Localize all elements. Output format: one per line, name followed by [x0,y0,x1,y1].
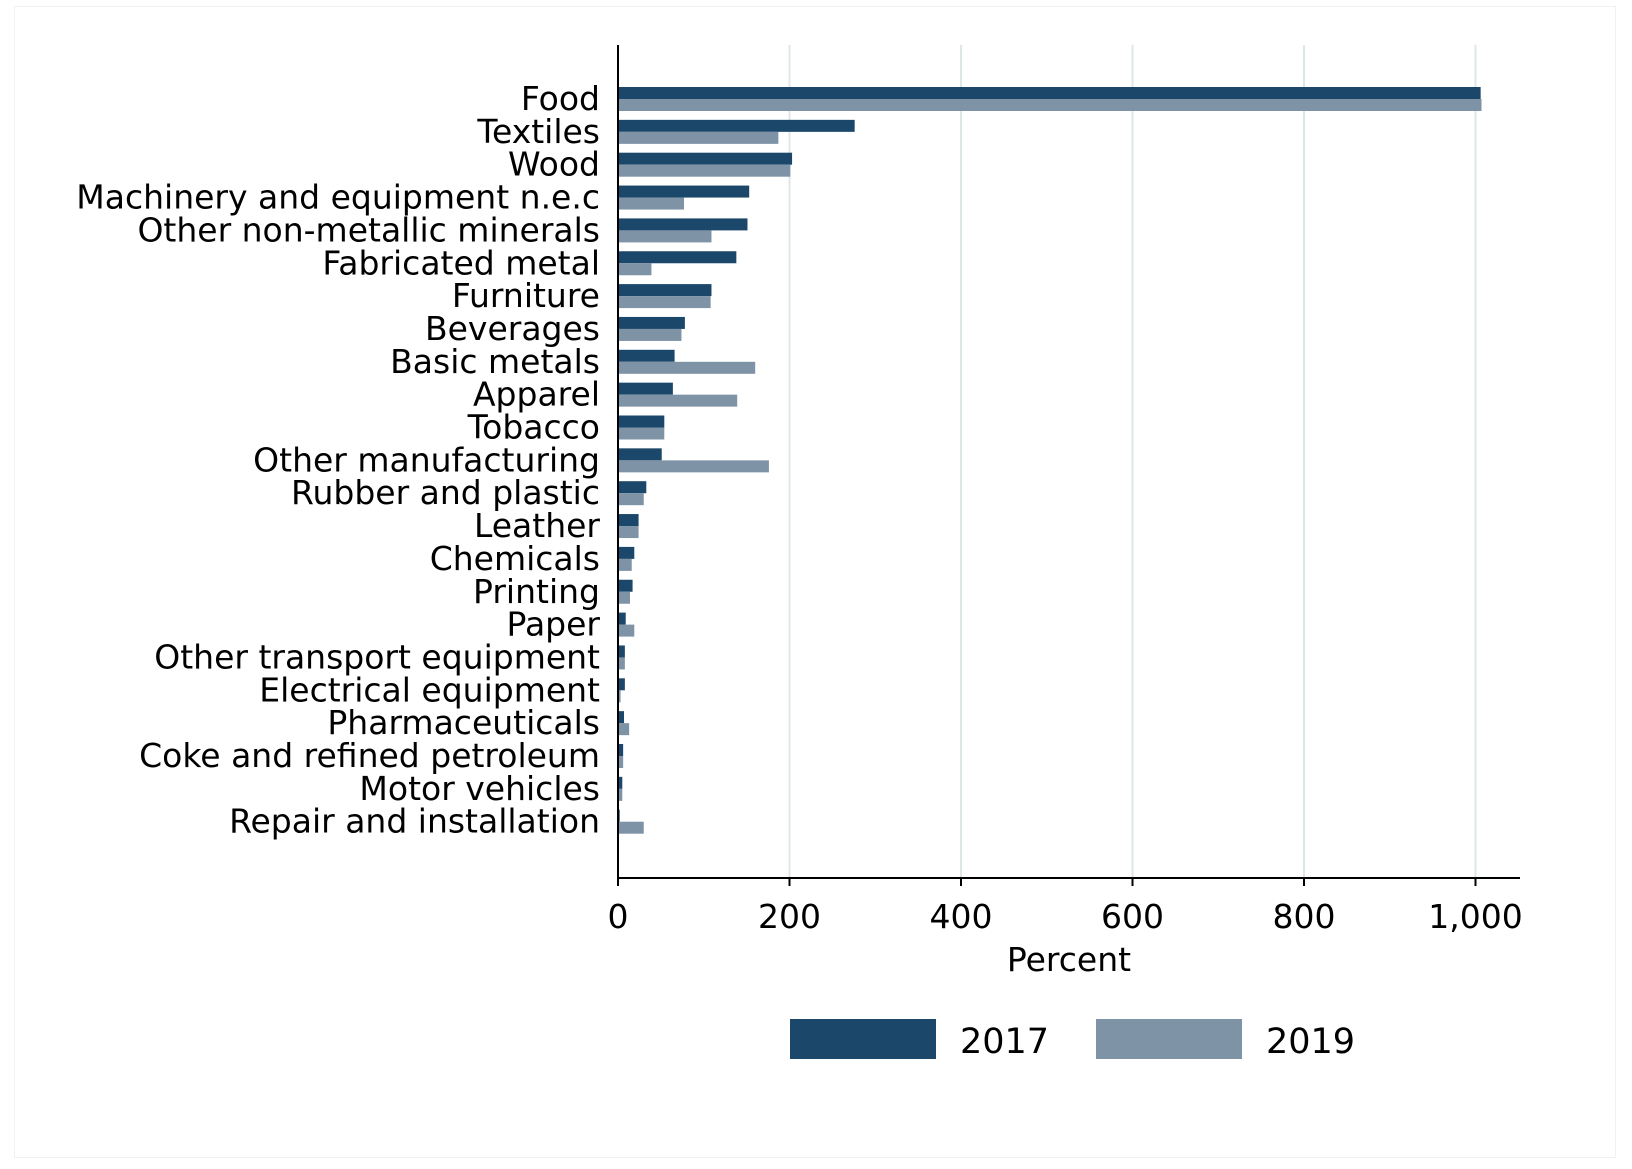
category-label: Motor vehicles [359,769,600,808]
category-label: Basic metals [390,342,600,381]
chart-frame: Food Textiles Wood Machinery and equipment … [14,6,1616,1158]
legend-label-2019: 2019 [1266,1022,1355,1062]
category-label: Beverages [425,309,600,348]
bar-2017 [618,776,623,789]
bar-2019 [618,164,791,177]
category-label: Food [521,79,600,118]
bar-2017 [618,119,855,132]
bar-2017 [618,251,737,264]
bar-2017 [618,678,625,691]
category-label: Other transport equipment [154,637,600,676]
legend-label-2017: 2017 [960,1022,1049,1062]
bar-2019 [618,690,621,703]
bar-2019 [618,197,685,210]
legend-swatch-2017 [790,1019,936,1059]
bar-2019 [618,526,639,539]
bar-2017 [618,481,647,494]
bar-2019 [618,263,652,276]
category-label: Electrical equipment [259,670,600,709]
x-axis-title: Percent [1007,940,1131,979]
bar-2019 [618,99,1482,111]
bar-2019 [618,756,624,768]
legend: 2017 2019 [790,1019,1355,1062]
x-tick-label: 400 [930,897,993,936]
bar-2019 [618,723,630,736]
bar-2019 [618,624,635,637]
bar-2019 [618,493,644,506]
bar-2019 [618,296,711,309]
bar-2017 [618,218,748,231]
x-tick-label: 1,000 [1428,897,1522,936]
bar-2017 [618,744,624,756]
category-label: Other manufacturing [253,440,600,479]
category-label: Tobacco [467,408,600,447]
bar-2017 [618,87,1481,99]
x-tick-label: 800 [1273,897,1336,936]
category-label: Coke and refined petroleum [139,736,600,775]
x-tick-label: 200 [758,897,821,936]
bar-2017 [618,612,626,625]
bar-2017 [618,579,633,592]
category-label: Furniture [452,276,600,315]
bar-2019 [618,328,682,341]
bar-2017 [618,316,685,329]
bar-2019 [618,427,665,440]
bar-2019 [618,361,756,374]
category-label: Fabricated metal [322,243,600,282]
category-label: Rubber and plastic [291,473,600,512]
bar-2017 [618,448,662,461]
bar-2017 [618,514,639,527]
bar-2017 [618,349,675,362]
bar-2017 [618,284,712,297]
bar-2017 [618,546,635,559]
bar-2019 [618,394,738,407]
bar-2017 [618,382,673,395]
category-label: Paper [507,605,601,644]
bar-2019 [618,230,712,243]
bar-2019 [618,131,779,144]
category-label: Printing [473,572,600,611]
category-label: Other non-metallic minerals [137,210,600,249]
bar-2017 [618,645,625,658]
category-label: Pharmaceuticals [327,703,600,742]
category-label: Chemicals [430,539,600,578]
bar-2019 [618,821,644,834]
bars [618,87,1482,834]
legend-swatch-2019 [1096,1019,1242,1059]
bar-2017 [618,415,665,428]
bar-2019 [618,591,631,604]
x-tick-label: 0 [608,897,629,936]
category-label: Leather [474,506,600,545]
gridlines [788,45,1477,878]
bar-2017 [618,185,750,198]
bar-2017 [618,152,793,165]
category-label: Machinery and equipment n.e.c [76,178,600,217]
bar-2019 [618,657,625,670]
bar-2017 [618,711,625,724]
category-label: Wood [508,145,600,184]
bar-2019 [618,460,769,473]
bar-2019 [618,558,632,571]
bar-2019 [618,788,623,801]
category-label: Repair and installation [229,802,600,841]
axes: 0 200 400 600 800 1,000 [608,45,1523,936]
category-label: Textiles [476,112,600,151]
x-tick-label: 600 [1101,897,1164,936]
category-label: Apparel [473,375,600,414]
